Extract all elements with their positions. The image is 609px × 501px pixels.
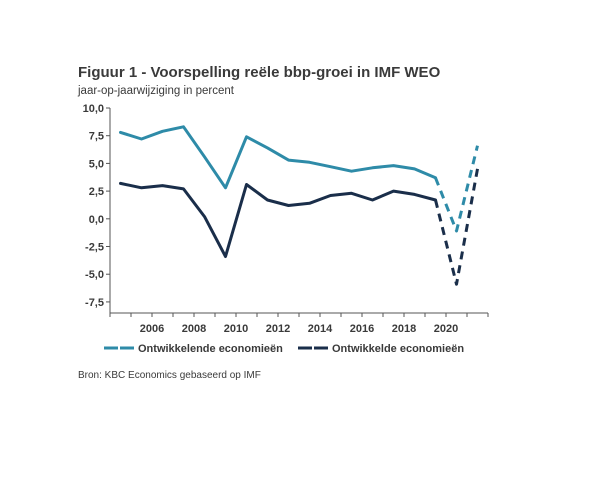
y-tick-label: 0,0 [89, 214, 104, 226]
x-tick-label: 2012 [266, 323, 290, 335]
chart-series [119, 125, 479, 286]
chart-legend: Ontwikkelende economieën Ontwikkelde econ… [104, 343, 464, 355]
x-tick-label: 2020 [434, 323, 458, 335]
y-tick-label: -5,0 [85, 269, 104, 281]
series-forecast-line-1 [434, 145, 479, 233]
y-tick-label: -2,5 [85, 242, 104, 254]
series-line-2 [119, 181, 437, 258]
chart-axes: 10,0 7,5 5,0 2,5 0,0 -2,5 -5,0 -7,5 2006 2008 2010… [83, 103, 489, 335]
y-tick-label: 7,5 [89, 131, 104, 143]
legend-label: Ontwikkelende economieën [138, 343, 283, 355]
series-line-1 [119, 125, 437, 190]
y-tick-label: 10,0 [83, 103, 104, 115]
y-tick-label: -7,5 [85, 297, 104, 309]
x-tick-label: 2008 [182, 323, 206, 335]
y-tick-label: 2,5 [89, 186, 104, 198]
x-tick-label: 2006 [140, 323, 164, 335]
x-tick-label: 2014 [308, 323, 333, 335]
x-tick-label: 2018 [392, 323, 416, 335]
chart-title: Figuur 1 - Voorspelling reële bbp-groei … [78, 64, 441, 81]
series-forecast-line-2 [434, 168, 479, 286]
chart-subtitle: jaar-op-jaarwijziging in percent [78, 85, 234, 97]
y-tick-label: 5,0 [89, 158, 104, 170]
x-tick-label: 2016 [350, 323, 374, 335]
chart-source: Bron: KBC Economics gebaseerd op IMF [78, 370, 261, 381]
legend-label: Ontwikkelde economieën [332, 343, 464, 355]
x-tick-label: 2010 [224, 323, 248, 335]
